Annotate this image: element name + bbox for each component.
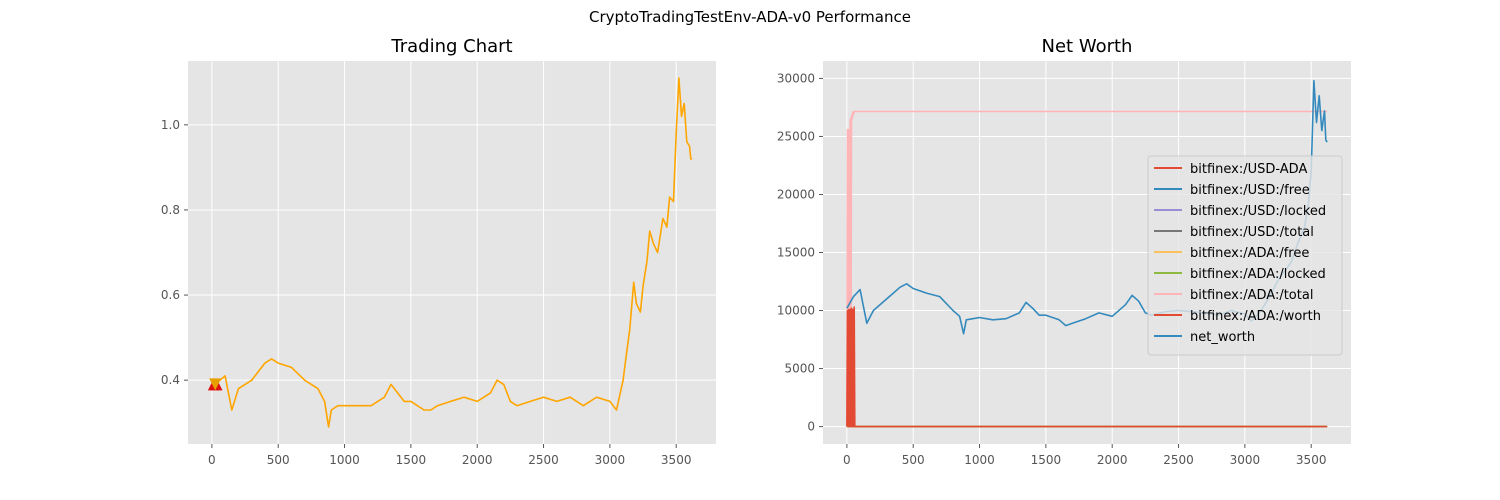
legend-label: net_worth	[1190, 330, 1255, 345]
legend-label: bitfinex:/USD:/total	[1190, 225, 1314, 240]
series-group	[207, 77, 693, 428]
y-tick-label: 0.8	[161, 203, 180, 217]
sell-marker	[209, 378, 222, 391]
legend-label: bitfinex:/USD:/locked	[1190, 204, 1326, 219]
legend: bitfinex:/USD-ADA bitfinex:/USD:/free bitf…	[1147, 155, 1343, 356]
chart-title: Trading Chart	[390, 36, 512, 57]
x-tick-label: 500	[902, 453, 925, 467]
legend-label: bitfinex:/ADA:/worth	[1190, 309, 1321, 324]
x-tick-label: 2000	[462, 453, 493, 467]
legend-label: bitfinex:/ADA:/free	[1190, 246, 1309, 261]
y-tick-label: 1.0	[161, 118, 180, 132]
legend-label: bitfinex:/USD-ADA	[1190, 162, 1307, 177]
legend-label: bitfinex:/ADA:/total	[1190, 288, 1313, 303]
x-tick-label: 500	[267, 453, 290, 467]
figure-title: CryptoTradingTestEnv-ADA-v0 Performance	[589, 8, 911, 26]
y-tick-label: 30000	[777, 71, 815, 85]
x-tick-label: 3500	[1296, 453, 1327, 467]
legend-label: bitfinex:/ADA:/locked	[1190, 267, 1326, 282]
plot-background	[188, 61, 716, 444]
x-tick-label: 1500	[396, 453, 427, 467]
x-tick-label: 0	[208, 453, 216, 467]
legend-label: bitfinex:/USD:/free	[1190, 183, 1310, 198]
y-tick-label: 25000	[777, 129, 815, 143]
y-tick-label: 20000	[777, 187, 815, 201]
series-group	[846, 79, 1328, 428]
x-tick-label: 3000	[1230, 453, 1261, 467]
x-tick-label: 3000	[595, 453, 626, 467]
x-tick-label: 2000	[1097, 453, 1128, 467]
y-tick-label: 10000	[777, 304, 815, 318]
y-tick-label: 0.4	[161, 373, 180, 387]
x-tick-label: 0	[843, 453, 851, 467]
y-tick-label: 0	[807, 420, 815, 434]
x-tick-label: 1000	[329, 453, 360, 467]
legend-box	[1147, 155, 1343, 356]
x-tick-label: 2500	[1163, 453, 1194, 467]
x-tick-label: 1500	[1031, 453, 1062, 467]
x-tick-label: 3500	[661, 453, 692, 467]
series-line-7	[846, 306, 1328, 428]
y-tick-label: 0.6	[161, 288, 180, 302]
y-tick-label: 5000	[784, 362, 815, 376]
x-tick-label: 1000	[964, 453, 995, 467]
chart-panel-0: 0 500 1000 1500 2000 2500 3000 3500 0.4 0.6 0.8 1.0…	[161, 36, 716, 467]
series-line-0	[211, 77, 693, 428]
y-tick-label: 15000	[777, 246, 815, 260]
x-tick-label: 2500	[528, 453, 559, 467]
chart-title: Net Worth	[1042, 36, 1133, 57]
chart-panel-1: 0 500 1000 1500 2000 2500 3000 3500 0 5000 10000 15…	[777, 36, 1351, 467]
